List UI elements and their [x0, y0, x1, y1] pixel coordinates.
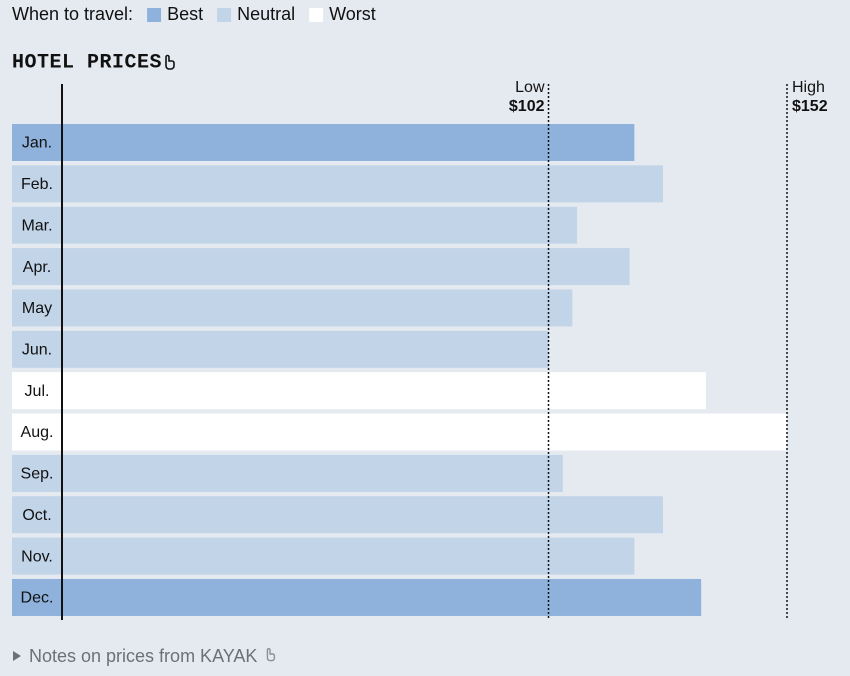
category-label: Jan.: [22, 135, 52, 152]
chart-title: HOTEL PRICES: [12, 51, 162, 74]
category-label: Mar.: [21, 217, 52, 234]
bar-label-box: [12, 330, 62, 368]
bar-label-box: [12, 537, 62, 575]
legend-title: When to travel:: [12, 4, 133, 24]
bar-label-box: [12, 206, 62, 244]
bar: [62, 454, 563, 492]
reference-value: $102: [509, 98, 545, 115]
category-label: Sep.: [21, 466, 54, 483]
bar: [62, 289, 573, 327]
bar-label-box: [12, 413, 62, 451]
legend-swatch: [309, 8, 324, 22]
reference-value: $152: [792, 98, 828, 115]
legend-label: Neutral: [237, 4, 295, 24]
category-label: Jul.: [25, 383, 50, 400]
reference-label: High: [792, 79, 825, 96]
hand-icon: [266, 648, 276, 662]
category-label: Feb.: [21, 176, 53, 193]
bar-label-box: [12, 496, 62, 534]
bar-label-box: [12, 289, 62, 327]
legend-swatch: [217, 8, 232, 22]
category-label: Oct.: [22, 507, 51, 524]
legend-label: Best: [167, 4, 203, 24]
legend-swatch: [147, 8, 162, 22]
bar-label-box: [12, 578, 62, 616]
hand-icon: [165, 54, 175, 70]
bar: [62, 165, 663, 203]
category-label: Apr.: [23, 259, 51, 276]
category-label: May: [22, 300, 52, 317]
bar: [62, 413, 787, 451]
bar-label-box: [12, 165, 62, 203]
bar-label-box: [12, 124, 62, 161]
bar: [62, 537, 635, 575]
bar: [62, 372, 706, 410]
bar: [62, 578, 702, 616]
bar: [62, 124, 635, 161]
category-label: Aug.: [21, 424, 54, 441]
category-label: Dec.: [21, 590, 54, 607]
reference-label: Low: [515, 79, 545, 96]
legend-label: Worst: [329, 4, 376, 24]
bar: [62, 248, 630, 286]
bar: [62, 206, 578, 244]
bar: [62, 496, 663, 534]
footer-text[interactable]: Notes on prices from KAYAK: [29, 646, 257, 666]
disclosure-arrow: [13, 651, 21, 661]
bar-label-box: [12, 454, 62, 492]
bar-label-box: [12, 248, 62, 286]
category-label: Nov.: [21, 548, 53, 565]
bar-label-box: [12, 372, 62, 410]
bar: [62, 330, 549, 368]
category-label: Jun.: [22, 342, 52, 359]
footer[interactable]: Notes on prices from KAYAK: [13, 646, 276, 666]
